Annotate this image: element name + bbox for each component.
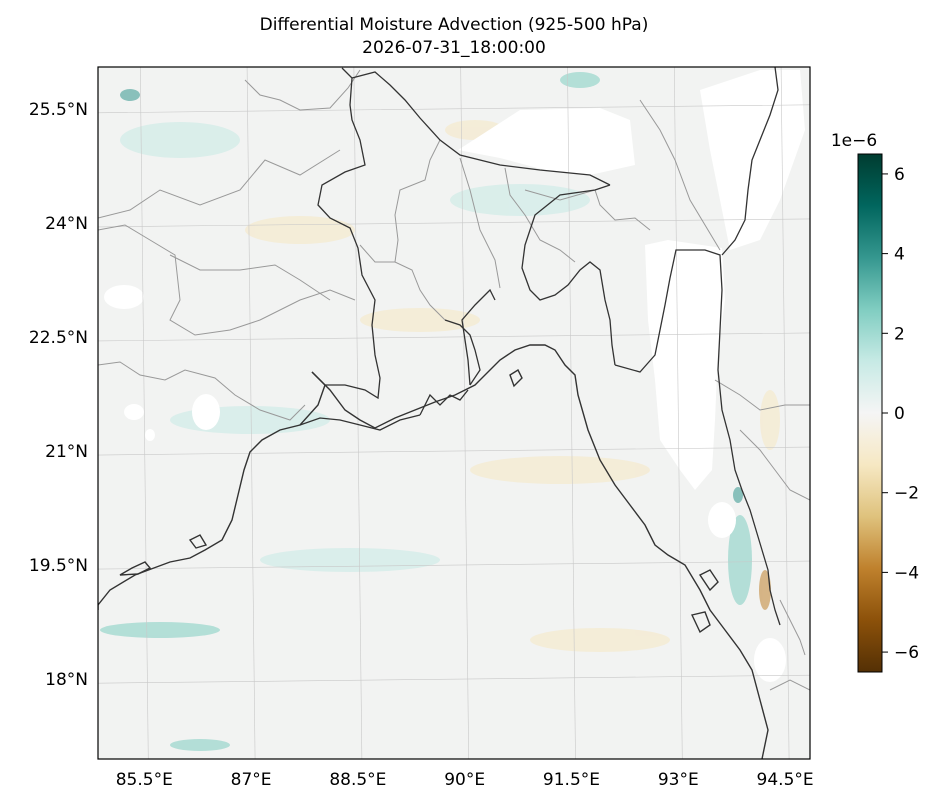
lon-tick-label: 91.5°E	[543, 770, 600, 790]
gridlines	[98, 67, 810, 759]
colorbar-tick-label: 6	[894, 165, 905, 185]
colorbar-ticks: 6 4 2 0 −2 −4 −6	[882, 165, 919, 663]
colorbar-tick-label: −6	[894, 643, 919, 663]
map-frame	[97, 66, 811, 760]
lat-gridline	[98, 446, 810, 456]
chart-subtitle: 2026-07-31_18:00:00	[362, 38, 546, 58]
lat-gridline	[98, 332, 810, 342]
lat-tick-label: 21°N	[45, 442, 88, 462]
colorbar-multiplier: 1e−6	[831, 131, 877, 151]
colorbar-tick-label: 4	[894, 245, 905, 265]
lon-gridline	[353, 67, 363, 759]
lat-gridline	[98, 674, 810, 684]
lon-gridline	[673, 67, 683, 759]
lon-gridline	[567, 67, 576, 759]
lat-tick-label: 24°N	[45, 214, 88, 234]
lat-tick-label: 19.5°N	[29, 556, 88, 576]
chart-title: Differential Moisture Advection (925-500…	[260, 15, 649, 35]
colorbar-tick-label: 0	[894, 404, 905, 424]
lon-tick-label: 85.5°E	[116, 770, 173, 790]
lon-gridline	[139, 67, 149, 759]
lon-gridline	[780, 67, 790, 759]
latitude-labels: 25.5°N 24°N 22.5°N 21°N 19.5°N 18°N	[29, 100, 88, 690]
lat-gridline	[98, 560, 810, 570]
lat-tick-label: 18°N	[45, 670, 88, 690]
colorbar-tick-label: −2	[894, 484, 919, 504]
lat-tick-label: 25.5°N	[29, 100, 88, 120]
map-panel: 25.5°N 24°N 22.5°N 21°N 19.5°N 18°N 85.5°E 87°…	[29, 66, 814, 790]
lon-tick-label: 93°E	[658, 770, 699, 790]
colorbar-tick-label: −4	[894, 563, 919, 583]
colorbar-gradient	[857, 153, 883, 673]
longitude-labels: 85.5°E 87°E 88.5°E 90°E 91.5°E 93°E 94.5°E	[116, 770, 814, 790]
colorbar: 1e−6 6 4 2 0 −2 −4 −6	[831, 131, 919, 673]
lon-tick-label: 88.5°E	[329, 770, 386, 790]
lat-gridline	[98, 104, 810, 114]
coastlines	[98, 344, 769, 759]
lon-tick-label: 94.5°E	[757, 770, 814, 790]
lon-tick-label: 87°E	[231, 770, 272, 790]
lon-tick-label: 90°E	[444, 770, 485, 790]
lon-gridline	[246, 67, 256, 759]
colorbar-tick-label: 2	[894, 324, 905, 344]
lat-gridline	[98, 218, 810, 228]
lon-gridline	[460, 67, 469, 759]
lat-tick-label: 22.5°N	[29, 328, 88, 348]
admin-borders	[98, 69, 810, 691]
international-border	[299, 67, 781, 626]
